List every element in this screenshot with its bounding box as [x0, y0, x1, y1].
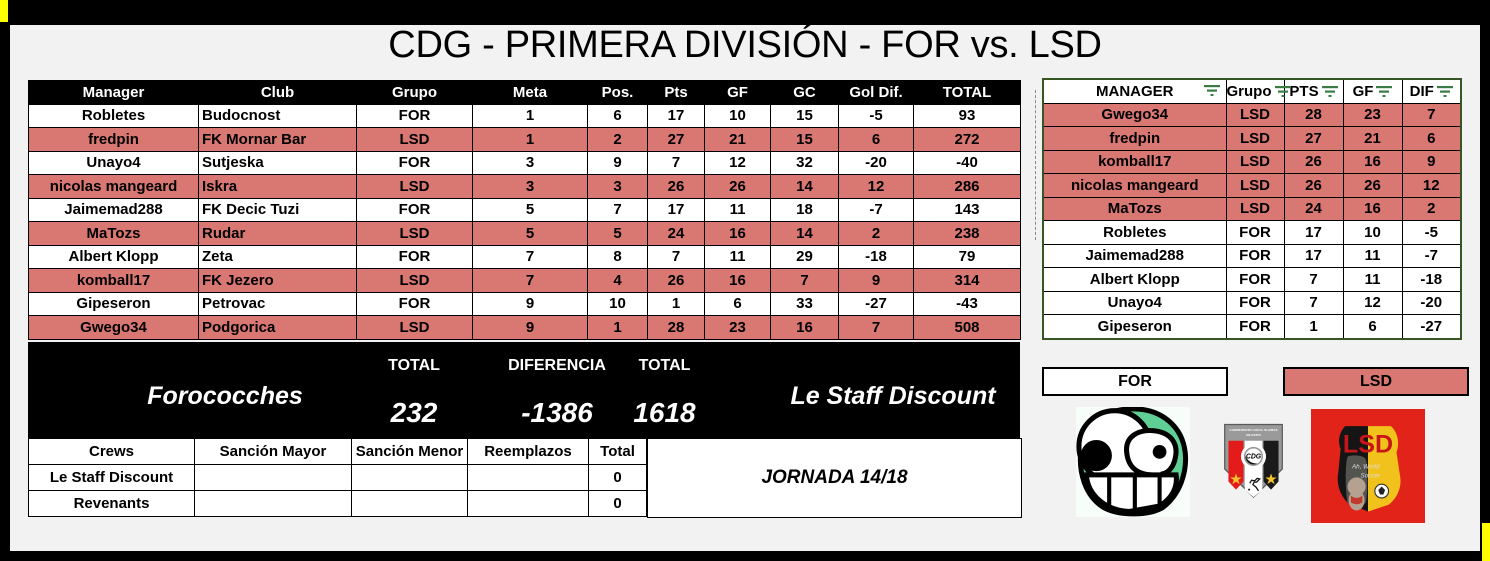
svg-text:CDG: CDG	[1246, 453, 1262, 460]
svg-text:LSD: LSD	[1343, 430, 1393, 458]
svg-text:CAMPEONATO LOCAL SLOMAS: CAMPEONATO LOCAL SLOMAS	[1229, 428, 1277, 432]
svg-text:Soccer: Soccer	[1361, 472, 1381, 479]
svg-text:Ah, World: Ah, World	[1351, 463, 1380, 470]
svg-text:DE ESTIO: DE ESTIO	[1246, 433, 1261, 437]
